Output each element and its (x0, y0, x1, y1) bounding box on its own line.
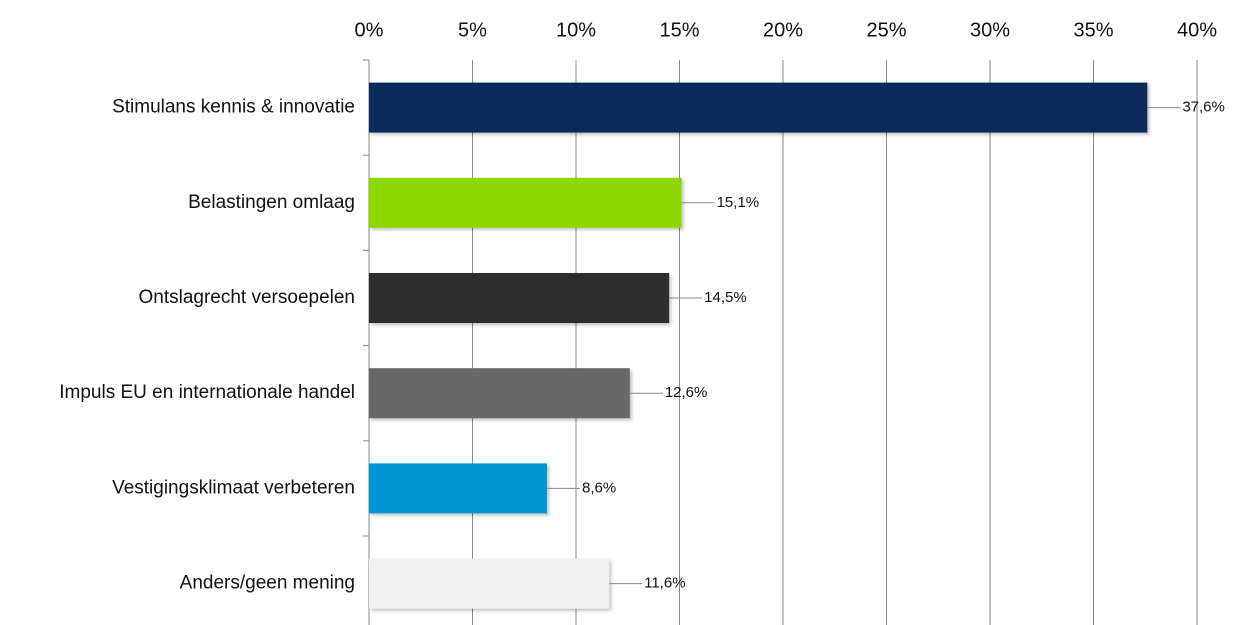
bar (369, 273, 670, 323)
data-label: 15,1% (717, 194, 760, 211)
x-tick-label: 10% (556, 19, 596, 41)
data-label: 14,5% (704, 289, 747, 306)
bar (369, 558, 610, 609)
data-label: 12,6% (665, 384, 708, 401)
y-tick-label: Anders/geen mening (180, 573, 355, 594)
bar (369, 82, 1148, 133)
data-label: 11,6% (644, 575, 685, 592)
y-tick-label: Ontslagrecht versoepelen (138, 287, 355, 308)
data-label: 37,6% (1182, 99, 1225, 116)
bar (369, 177, 682, 228)
x-tick-label: 5% (458, 19, 487, 41)
x-tick-label: 35% (1073, 19, 1113, 41)
bar (369, 463, 548, 514)
data-label: 8,6% (582, 479, 616, 496)
x-tick-label: 30% (970, 19, 1010, 41)
x-tick-label: 40% (1177, 19, 1217, 41)
bar (369, 368, 630, 419)
y-tick-label: Vestigingsklimaat verbeteren (112, 477, 355, 498)
y-tick-label: Impuls EU en internationale handel (59, 382, 355, 403)
y-tick-label: Belastingen omlaag (188, 192, 355, 213)
y-tick-label: Stimulans kennis & innovatie (112, 97, 355, 118)
x-tick-label: 0% (355, 19, 384, 41)
x-tick-label: 15% (659, 19, 699, 41)
x-tick-label: 25% (866, 19, 906, 41)
x-tick-label: 20% (763, 19, 803, 41)
